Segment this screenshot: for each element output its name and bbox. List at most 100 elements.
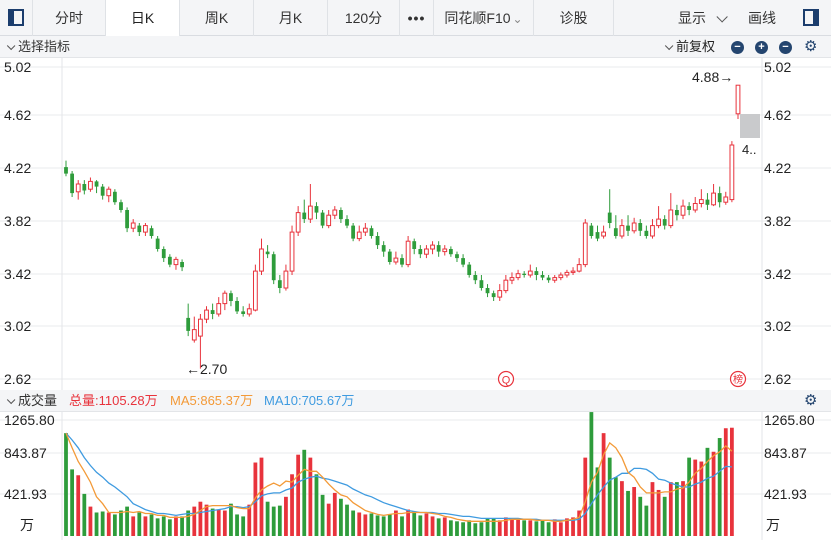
candle (540, 271, 545, 281)
volume-bar (143, 516, 148, 536)
candle (711, 184, 716, 207)
volume-bar (351, 510, 356, 536)
volume-bar (222, 510, 227, 536)
volume-bar (668, 482, 673, 536)
candle-body (362, 227, 368, 233)
candle (295, 206, 301, 236)
candle-body (631, 222, 637, 232)
candle (235, 297, 239, 314)
candle-body (94, 181, 99, 187)
tab-intraday[interactable]: 分时 (32, 0, 106, 36)
candle (412, 238, 417, 255)
volume-bar (571, 517, 575, 536)
candle-body (540, 275, 545, 278)
candle (119, 199, 123, 213)
candle-body (155, 238, 160, 249)
candle (326, 210, 332, 229)
toggle-right-panel-icon[interactable] (795, 0, 827, 36)
volume-bar (546, 522, 551, 536)
q-badge-ring (497, 370, 515, 388)
y-tick-label: 5.02 (764, 59, 791, 75)
tab-120min[interactable]: 120分 (328, 0, 400, 36)
ranking-badge[interactable]: 榜 (729, 370, 747, 388)
candle (229, 290, 233, 307)
candle (137, 223, 142, 236)
candle-body (564, 271, 570, 276)
candle (576, 258, 582, 273)
candle (362, 223, 368, 236)
volume-bar (534, 521, 539, 536)
volume-bar (503, 517, 508, 536)
volume-bar (620, 481, 624, 536)
chevron-down-icon: ⌄ (512, 12, 523, 26)
candle (302, 199, 307, 223)
candle-body (137, 225, 142, 233)
more-periods-button[interactable]: ••• (400, 0, 434, 36)
volume-bar (161, 516, 166, 536)
volume-bar (167, 519, 172, 536)
candle-body (467, 264, 472, 275)
gear-icon[interactable]: ⚙ (804, 38, 818, 55)
volume-bar (552, 519, 557, 536)
f10-dropdown[interactable]: 同花顺F10 ⌄ (434, 0, 534, 36)
ranking-badge-ring (729, 370, 747, 388)
candle (503, 275, 509, 294)
draw-line-button[interactable]: 画线 (748, 10, 776, 26)
candle (161, 246, 166, 262)
price-chart[interactable]: 5.02 4.62 4.22 3.82 3.42 3.02 2.62 5.02 … (0, 58, 831, 390)
select-indicator-dropdown[interactable]: 选择指标 (6, 36, 70, 58)
candle-body (191, 329, 197, 341)
volume-chart[interactable]: 1265.80 843.87 421.93 万 1265.80 843.87 4… (0, 412, 831, 540)
volume-bar (662, 496, 667, 536)
price-axis-right: 5.02 4.62 4.22 3.82 3.42 3.02 2.62 (764, 59, 791, 387)
volume-bar (137, 512, 142, 536)
close-indicator-icon[interactable]: − (779, 41, 792, 54)
candle (631, 217, 637, 234)
tab-daily-k[interactable]: 日K (106, 0, 180, 36)
candle-body (509, 277, 515, 281)
volume-bar (70, 469, 75, 536)
candle-body (522, 273, 527, 275)
tab-monthly-k[interactable]: 月K (254, 0, 328, 36)
chevron-down-icon (664, 41, 674, 51)
volume-unit-label: 万 (766, 517, 780, 533)
candle-body (198, 318, 203, 337)
candle (332, 206, 338, 220)
candle-body (216, 303, 222, 315)
volume-bar (192, 506, 197, 536)
candle (277, 275, 282, 294)
candle-body (601, 231, 606, 237)
chevron-down-icon (6, 395, 16, 405)
candle (393, 251, 399, 265)
candle (442, 245, 448, 256)
candle-body (418, 249, 423, 255)
ma10-line (65, 432, 732, 521)
candle (607, 189, 612, 229)
y-tick-label: 3.42 (764, 266, 791, 282)
ranking-badge-label: 榜 (733, 373, 743, 386)
volume-bar (510, 518, 514, 536)
candle (467, 262, 472, 278)
zoom-out-icon[interactable]: − (731, 41, 744, 54)
price-cursor-label: 4.. (742, 142, 756, 157)
gear-icon[interactable]: ⚙ (804, 392, 818, 409)
volume-bar (186, 510, 191, 536)
volume-bar (565, 518, 569, 536)
adjust-mode-dropdown[interactable]: 前复权 (664, 36, 715, 58)
candle-body (455, 254, 459, 259)
candle-body (491, 293, 496, 298)
toggle-left-panel-icon[interactable] (0, 0, 32, 36)
volume-bar (271, 506, 276, 536)
candle-body (222, 292, 228, 305)
candle (479, 275, 484, 291)
volume-indicator-dropdown[interactable]: 成交量 (6, 390, 57, 412)
q-badge[interactable]: Q (497, 370, 515, 388)
tab-weekly-k[interactable]: 周K (180, 0, 254, 36)
candle-body (534, 271, 539, 275)
y-tick-label: 4.22 (4, 160, 31, 176)
stock-diagnosis-button[interactable]: 诊股 (534, 0, 614, 36)
display-dropdown[interactable]: 显示 (678, 0, 728, 36)
volume-bar (632, 487, 637, 536)
zoom-in-icon[interactable]: + (755, 41, 768, 54)
candle (320, 210, 325, 229)
